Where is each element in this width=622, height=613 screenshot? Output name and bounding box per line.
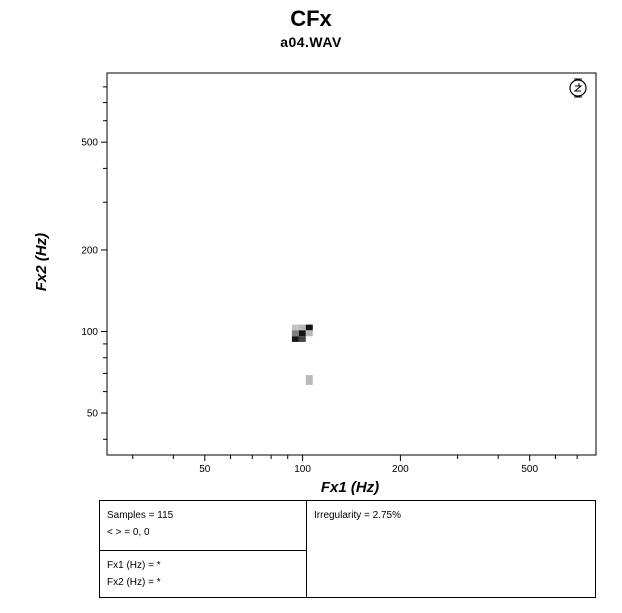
x-tick-label: 200 [392,464,409,475]
y-tick-label: 500 [81,138,98,149]
mean-text: < > = 0, 0 [107,527,150,538]
y-axis-label: Fx2 (Hz) [33,233,50,291]
heatmap-cell-3 [291,330,299,337]
x-tick-label: 100 [294,464,311,475]
fx2-readout: Fx2 (Hz) = * [107,577,161,588]
irregularity-text: Irregularity = 2.75% [314,510,401,521]
zoom-reset-icon[interactable] [566,77,590,99]
irregularity-cell: Irregularity = 2.75% [307,501,595,597]
cursor-cell: Fx1 (Hz) = * Fx2 (Hz) = * [100,551,307,597]
heatmap-cell-2 [305,324,313,331]
heatmap-cell-4 [298,330,306,337]
chart-subtitle: a04.WAV [280,34,342,50]
fx1-readout: Fx1 (Hz) = * [107,560,161,571]
y-tick-label: 50 [87,409,99,420]
x-tick-label: 500 [521,464,538,475]
y-tick-label: 100 [81,327,98,338]
chart-title: CFx [290,6,332,31]
heatmap-cell-6 [291,336,299,342]
heatmap-cell-7 [298,336,306,342]
x-tick-label: 50 [199,464,211,475]
heatmap-cell-1 [298,324,306,331]
x-axis-label: Fx1 (Hz) [321,479,379,496]
plot-frame [106,72,597,456]
heatmap-cell-5 [305,330,313,337]
heatmap-cells [291,324,313,385]
plot-area: 50 100 200 500 50 100 200 500 Fx1 (Hz) Fx2 (Hz) [33,72,597,496]
y-tick-label: 200 [81,245,98,256]
axis-ticks: 50 100 200 500 50 100 200 500 [81,86,578,475]
heatmap-cell-0 [291,324,299,331]
info-panel: Samples = 115 < > = 0, 0 Fx1 (Hz) = * Fx… [99,500,596,598]
samples-text: Samples = 115 [107,510,174,521]
stats-cell: Samples = 115 < > = 0, 0 [100,501,307,551]
heatmap-cell-8 [305,375,313,385]
